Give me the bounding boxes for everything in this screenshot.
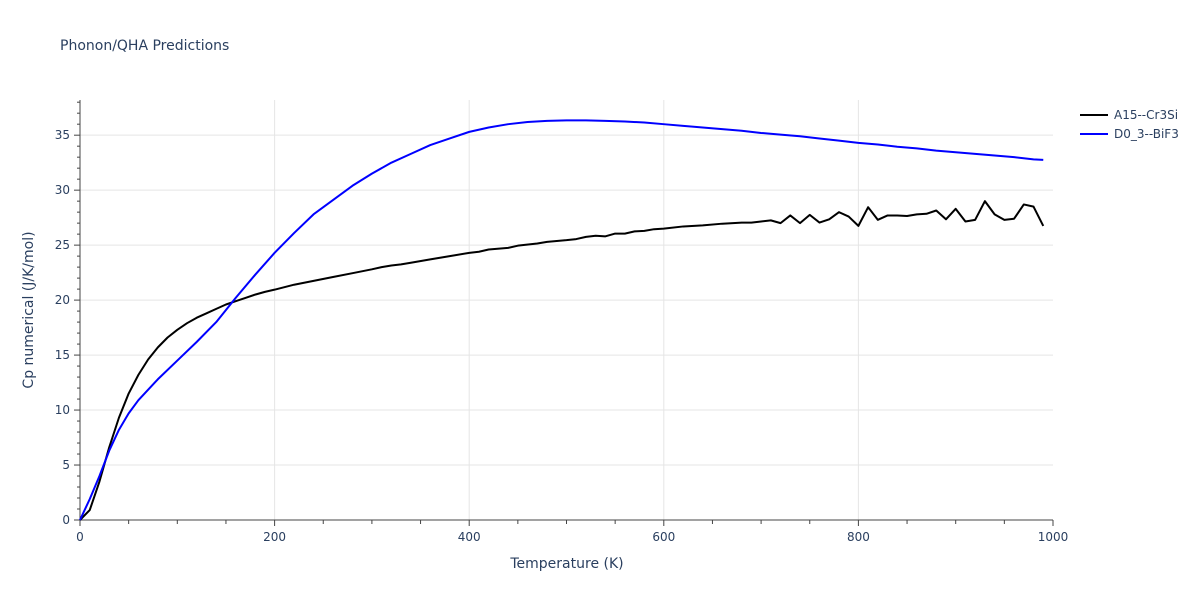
grid bbox=[80, 100, 1053, 520]
x-tick-label: 0 bbox=[76, 530, 84, 544]
legend-label: A15--Cr3Si bbox=[1114, 108, 1178, 122]
legend-item-0[interactable]: A15--Cr3Si bbox=[1080, 108, 1178, 122]
y-tick-label: 0 bbox=[62, 513, 70, 527]
x-tick-label: 1000 bbox=[1038, 530, 1069, 544]
series-layer bbox=[79, 119, 1045, 521]
y-tick-label: 35 bbox=[55, 128, 70, 142]
series-line-0 bbox=[79, 200, 1045, 521]
x-tick-label: 600 bbox=[652, 530, 675, 544]
x-axis-title: Temperature (K) bbox=[509, 556, 623, 572]
x-tick-label: 400 bbox=[458, 530, 481, 544]
legend-label: D0_3--BiF3 bbox=[1114, 127, 1179, 141]
y-tick-label: 20 bbox=[55, 293, 70, 307]
series-line-1 bbox=[79, 119, 1044, 521]
y-tick-label: 15 bbox=[55, 348, 70, 362]
legend-item-1[interactable]: D0_3--BiF3 bbox=[1080, 127, 1179, 141]
y-tick-label: 5 bbox=[62, 458, 70, 472]
y-tick-label: 10 bbox=[55, 403, 70, 417]
y-tick-label: 30 bbox=[55, 183, 70, 197]
y-tick-label: 25 bbox=[55, 238, 70, 252]
axes: 0 5 10 15 20 25 30 35 0 200 400 600 800 1000 bbox=[55, 100, 1069, 544]
chart-title: Phonon/QHA Predictions bbox=[60, 38, 229, 54]
x-tick-label: 200 bbox=[263, 530, 286, 544]
legend[interactable]: A15--Cr3Si D0_3--BiF3 bbox=[1080, 108, 1179, 141]
x-tick-label: 800 bbox=[847, 530, 870, 544]
y-axis-title: Cp numerical (J/K/mol) bbox=[21, 231, 37, 388]
